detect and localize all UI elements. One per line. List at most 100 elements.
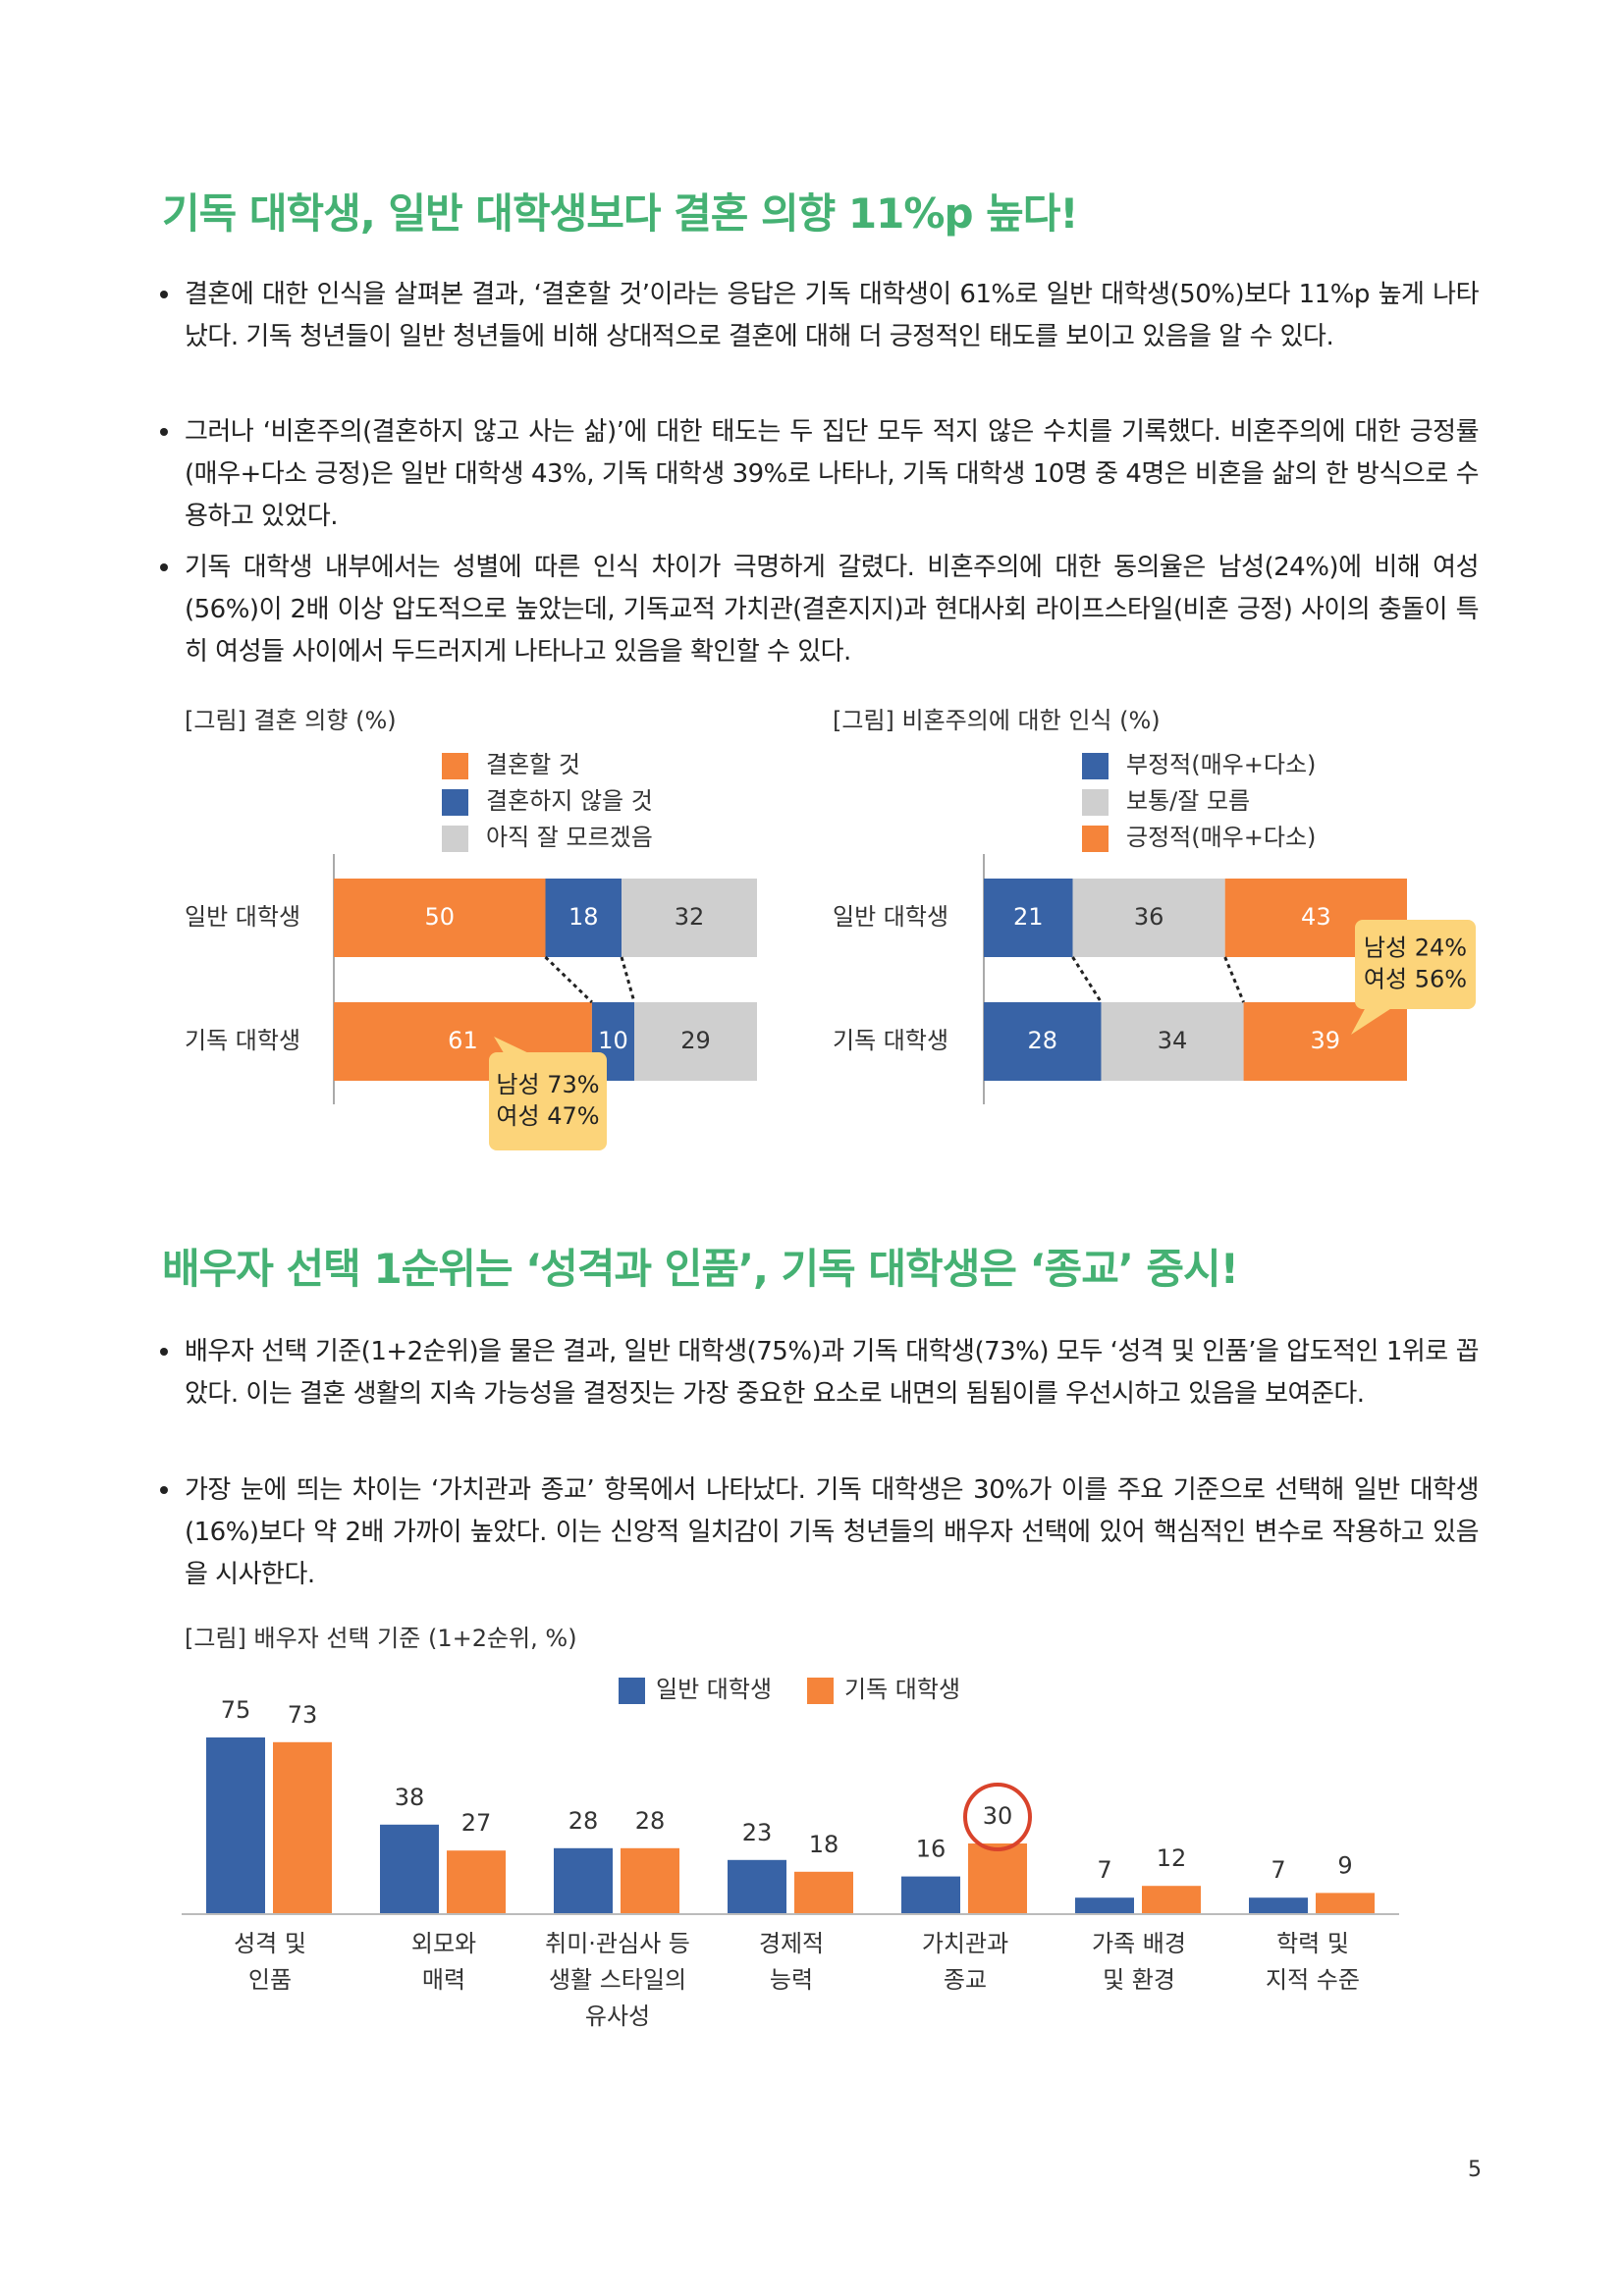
bullet-dot — [160, 291, 168, 298]
legend-label: 부정적(매우+다소) — [1126, 751, 1316, 778]
paragraph: 결혼에 대한 인식을 살펴본 결과, ‘결혼할 것’이라는 응답은 기독 대학생… — [185, 280, 1480, 351]
value-label: 7 — [1097, 1856, 1111, 1884]
value-label: 28 — [635, 1807, 666, 1835]
highlight-circle — [963, 1783, 1032, 1851]
chart-caption: [그림] 결혼 의향 (%) — [185, 707, 397, 734]
value-label: 21 — [1013, 903, 1044, 931]
bar-segment — [634, 1002, 757, 1081]
category-label: 일반 대학생 — [833, 903, 948, 931]
bar-segment — [545, 879, 622, 957]
value-label: 73 — [288, 1701, 318, 1729]
paragraph: 기독 대학생 내부에서는 성별에 따른 인식 차이가 극명하게 갈렸다. 비혼주… — [185, 553, 1480, 667]
value-label: 10 — [598, 1027, 628, 1054]
bar-segment — [622, 879, 757, 957]
value-label: 29 — [680, 1027, 711, 1054]
value-label: 27 — [461, 1809, 492, 1837]
value-label: 9 — [1337, 1851, 1352, 1879]
connector — [1071, 956, 1103, 1003]
bullet-dot — [160, 1486, 168, 1494]
legend-label: 긍정적(매우+다소) — [1126, 824, 1316, 851]
bar — [1316, 1893, 1375, 1914]
x-tick-label: 학력 및 지적 수준 — [1266, 1930, 1360, 1994]
legend-swatch — [442, 753, 468, 779]
value-label: 75 — [221, 1696, 251, 1724]
page-number: 5 — [1468, 2158, 1482, 2182]
value-label: 32 — [675, 903, 705, 931]
bar-segment — [334, 879, 546, 957]
callout-box — [1355, 920, 1476, 1009]
bar — [1142, 1886, 1201, 1914]
bullet-dot — [160, 428, 168, 436]
callout-text: 남성 24% — [1364, 934, 1467, 962]
value-label: 28 — [568, 1807, 599, 1835]
value-label: 23 — [742, 1819, 773, 1846]
paragraph: 가장 눈에 띄는 차이는 ‘가치관과 종교’ 항목에서 나타났다. 기독 대학생… — [185, 1475, 1480, 1589]
connector — [620, 956, 636, 1003]
value-label: 43 — [1301, 903, 1331, 931]
bar — [554, 1847, 613, 1914]
bar — [206, 1737, 265, 1914]
bar — [621, 1847, 679, 1914]
legend-swatch — [1082, 826, 1109, 852]
bar-segment — [1072, 879, 1225, 957]
bar — [968, 1843, 1027, 1914]
legend-swatch — [807, 1678, 834, 1704]
bar — [728, 1859, 786, 1914]
legend-label: 아직 잘 모르겠음 — [486, 824, 653, 851]
connector — [544, 955, 593, 1004]
category-label: 기독 대학생 — [833, 1027, 948, 1054]
callout-text: 남성 73% — [496, 1071, 599, 1098]
value-label: 30 — [983, 1802, 1013, 1830]
value-label: 18 — [568, 903, 599, 931]
x-tick-label: 경제적 능력 — [758, 1930, 825, 1994]
bar — [447, 1850, 506, 1914]
value-label: 12 — [1157, 1844, 1187, 1872]
bar-segment — [984, 879, 1073, 957]
value-label: 38 — [395, 1784, 425, 1811]
legend-label: 결혼하지 않을 것 — [486, 787, 653, 815]
value-label: 39 — [1311, 1027, 1341, 1054]
x-tick-label: 외모와 매력 — [410, 1930, 477, 1994]
value-label: 34 — [1158, 1027, 1188, 1054]
bar — [1249, 1897, 1308, 1914]
legend-label: 일반 대학생 — [656, 1676, 772, 1703]
x-tick-label: 가치관과 종교 — [921, 1930, 1009, 1994]
category-label: 기독 대학생 — [185, 1027, 300, 1054]
connector — [1223, 956, 1245, 1003]
bullet-dot — [160, 1348, 168, 1356]
x-tick-label: 취미·관심사 등 생활 스타일의 유사성 — [545, 1930, 690, 2030]
bar — [901, 1876, 960, 1914]
bar — [273, 1741, 332, 1914]
value-label: 61 — [448, 1027, 478, 1054]
x-tick-label: 가족 배경 및 환경 — [1092, 1930, 1186, 1994]
value-label: 18 — [809, 1831, 839, 1858]
value-label: 50 — [424, 903, 455, 931]
callout-tail — [494, 1037, 535, 1056]
chart-caption: [그림] 배우자 선택 기준 (1+2순위, %) — [185, 1625, 577, 1652]
legend-swatch — [442, 789, 468, 816]
paragraph: 그러나 ‘비혼주의(결혼하지 않고 사는 삶)’에 대한 태도는 두 집단 모두… — [185, 417, 1480, 531]
legend-swatch — [619, 1678, 645, 1704]
callout-text: 여성 56% — [1364, 966, 1467, 993]
section-title: 배우자 선택 1순위는 ‘성격과 인품’, 기독 대학생은 ‘종교’ 중시! — [162, 1245, 1239, 1293]
callout-text: 여성 47% — [496, 1102, 599, 1130]
x-tick-label: 성격 및 인품 — [234, 1930, 306, 1994]
bullet-dot — [160, 563, 168, 571]
paragraph: 배우자 선택 기준(1+2순위)을 물은 결과, 일반 대학생(75%)과 기독… — [185, 1337, 1480, 1409]
bar — [380, 1824, 439, 1914]
value-label: 16 — [916, 1836, 947, 1863]
bar-segment — [1101, 1002, 1244, 1081]
chart-caption: [그림] 비혼주의에 대한 인식 (%) — [833, 707, 1161, 734]
legend-swatch — [442, 826, 468, 852]
callout-box — [489, 1052, 607, 1150]
legend-label: 기독 대학생 — [844, 1676, 960, 1703]
section-title: 기독 대학생, 일반 대학생보다 결혼 의향 11%p 높다! — [162, 189, 1079, 238]
legend-swatch — [1082, 789, 1109, 816]
legend-label: 결혼할 것 — [486, 751, 580, 778]
value-label: 28 — [1027, 1027, 1057, 1054]
legend-label: 보통/잘 모름 — [1126, 787, 1250, 815]
bar — [1075, 1897, 1134, 1914]
